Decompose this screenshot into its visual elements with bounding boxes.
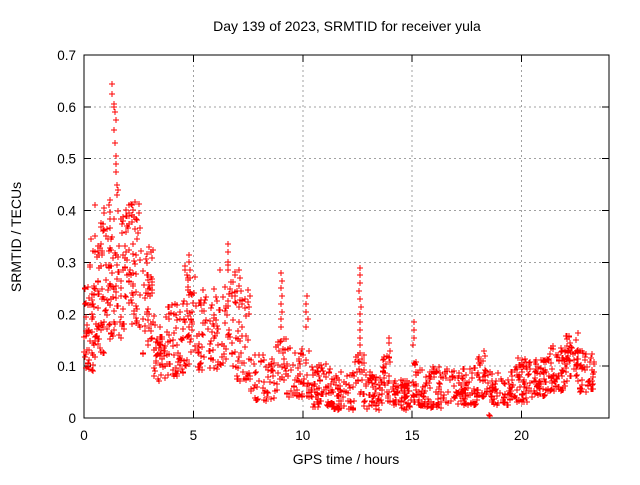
x-tick-label: 10: [295, 428, 310, 443]
y-tick-label: 0: [68, 411, 76, 426]
chart-title: Day 139 of 2023, SRMTID for receiver yul…: [213, 18, 481, 34]
y-axis-label: SRMTID / TECUs: [8, 182, 24, 292]
y-tick-label: 0.6: [57, 100, 76, 115]
y-tick-label: 0.1: [57, 359, 76, 374]
x-axis-label: GPS time / hours: [293, 451, 400, 467]
y-tick-label: 0.2: [57, 307, 76, 322]
scatter-points: [81, 81, 597, 419]
gridlines: [84, 55, 609, 418]
x-tick-label: 5: [190, 428, 198, 443]
y-tick-label: 0.4: [57, 204, 76, 219]
y-tick-label: 0.3: [57, 255, 76, 270]
y-tick-label: 0.7: [57, 48, 76, 63]
x-tick-label: 15: [405, 428, 420, 443]
x-tick-label: 0: [80, 428, 88, 443]
tick-labels: 0 0.1 0.2 0.3 0.4 0.5 0.6 0.7 0 5 10 15 20: [57, 48, 529, 443]
plot-border: [83, 54, 610, 419]
y-tick-label: 0.5: [57, 152, 76, 167]
x-tick-label: 20: [514, 428, 529, 443]
